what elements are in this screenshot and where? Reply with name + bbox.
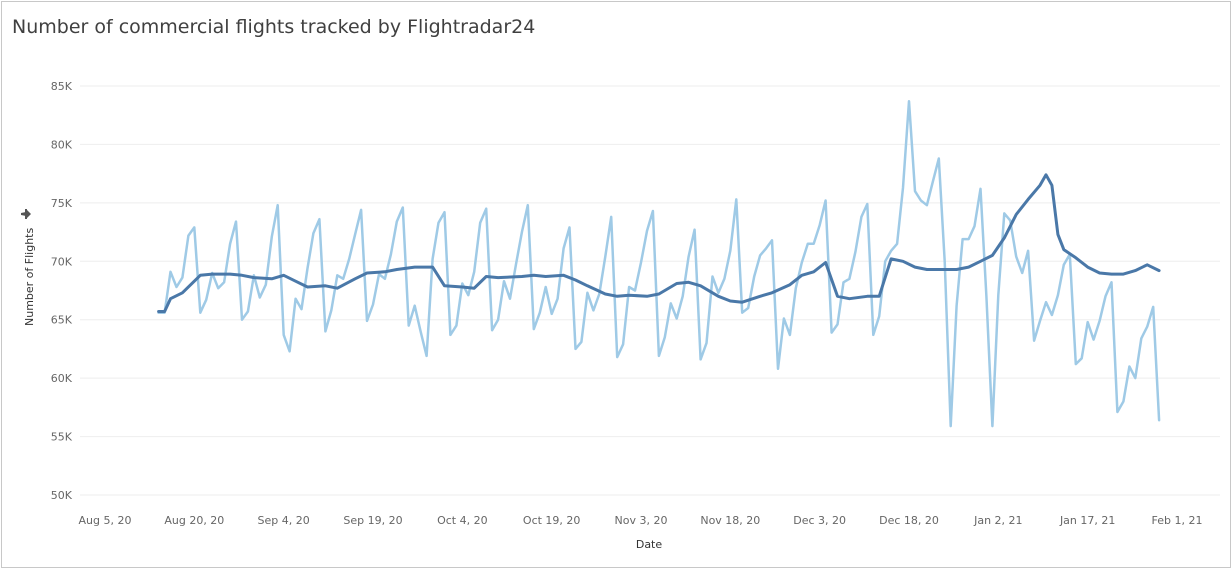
y-tick-label: 70K [51, 255, 73, 268]
x-axis-ticks: Aug 5, 20 Aug 20, 20 Sep 4, 20 Sep 19, 20 Oc… [79, 514, 1203, 527]
pin-icon[interactable] [21, 209, 31, 219]
x-tick-label: Oct 4, 20 [437, 514, 488, 527]
x-tick-label: Sep 19, 20 [343, 514, 402, 527]
x-tick-label: Aug 20, 20 [164, 514, 224, 527]
y-tick-label: 55K [51, 431, 73, 444]
series-lines [157, 99, 1161, 428]
x-tick-label: Nov 3, 20 [615, 514, 668, 527]
y-tick-label: 80K [51, 138, 73, 151]
chart-title: Number of commercial flights tracked by … [12, 16, 536, 38]
x-tick-label: Jan 17, 21 [1059, 514, 1115, 527]
y-tick-label: 50K [51, 489, 73, 502]
gridlines [80, 85, 1220, 496]
y-tick-label: 60K [51, 372, 73, 385]
y-tick-label: 85K [51, 80, 73, 93]
x-tick-label: Dec 3, 20 [793, 514, 846, 527]
x-axis-title: Date [636, 538, 663, 551]
y-tick-label: 65K [51, 314, 73, 327]
x-tick-label: Sep 4, 20 [258, 514, 310, 527]
y-tick-label: 75K [51, 197, 73, 210]
x-tick-label: Nov 18, 20 [700, 514, 760, 527]
x-tick-label: Aug 5, 20 [79, 514, 132, 527]
x-tick-label: Oct 19, 20 [523, 514, 581, 527]
series-line-daily[interactable] [157, 99, 1161, 428]
x-tick-label: Feb 1, 21 [1152, 514, 1203, 527]
series-line-seven-day-average[interactable] [157, 173, 1161, 313]
x-tick-label: Dec 18, 20 [879, 514, 939, 527]
x-tick-label: Jan 2, 21 [973, 514, 1022, 527]
y-axis-ticks: 50K 55K 60K 65K 70K 75K 80K 85K [51, 80, 73, 502]
y-axis-title: Number of Flights [23, 228, 36, 326]
